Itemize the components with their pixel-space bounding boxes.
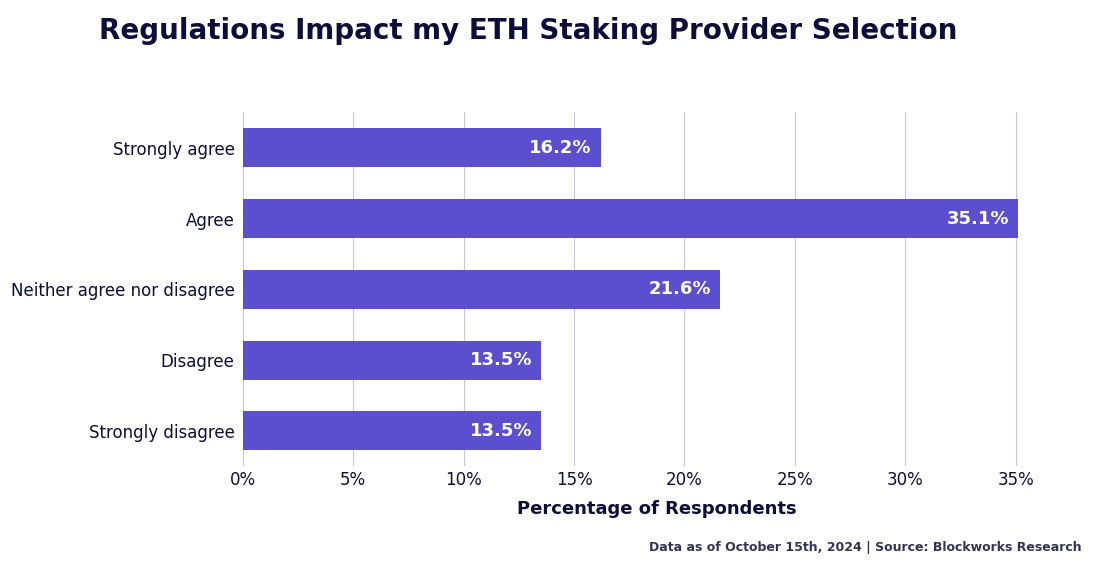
Bar xyxy=(243,200,1018,238)
Text: 21.6%: 21.6% xyxy=(648,280,711,298)
Text: Regulations Impact my ETH Staking Provider Selection: Regulations Impact my ETH Staking Provid… xyxy=(99,17,958,45)
Text: 35.1%: 35.1% xyxy=(946,210,1009,228)
Bar xyxy=(243,411,541,450)
Text: 13.5%: 13.5% xyxy=(469,422,532,440)
Text: 16.2%: 16.2% xyxy=(529,139,592,157)
Text: Data as of October 15th, 2024 | Source: Blockworks Research: Data as of October 15th, 2024 | Source: … xyxy=(649,541,1082,554)
Bar xyxy=(243,270,720,309)
Bar xyxy=(243,129,601,167)
X-axis label: Percentage of Respondents: Percentage of Respondents xyxy=(517,500,797,518)
Text: 13.5%: 13.5% xyxy=(469,351,532,369)
Bar xyxy=(243,341,541,379)
